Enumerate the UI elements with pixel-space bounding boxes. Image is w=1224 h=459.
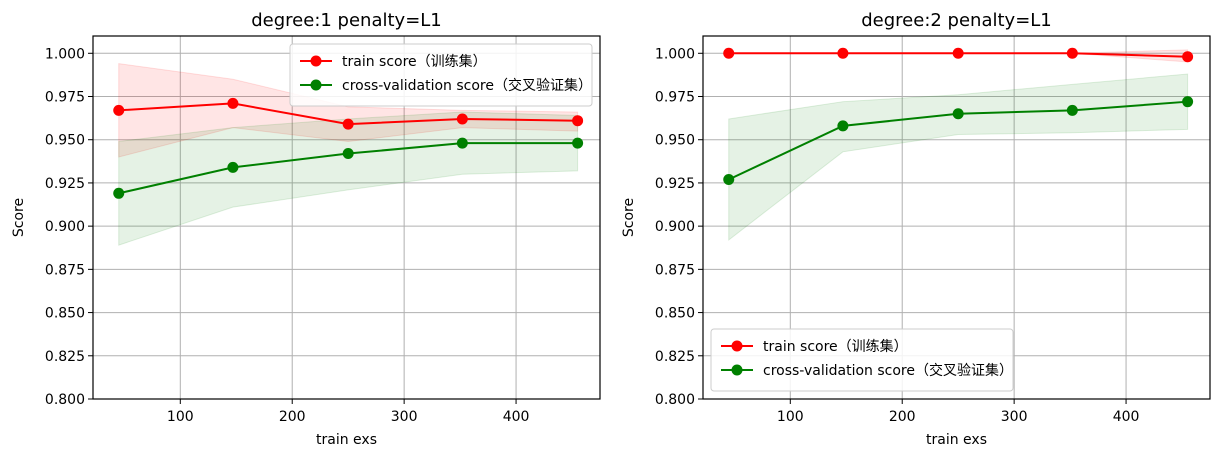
- x-tick-label: 200: [279, 409, 306, 425]
- chart-title: degree:1 penalty=L1: [251, 10, 442, 31]
- legend-label: cross-validation score（交叉验证集）: [763, 362, 1013, 379]
- chart-title: degree:2 penalty=L1: [861, 10, 1052, 31]
- y-tick-label: 0.975: [655, 90, 695, 106]
- y-tick-label: 0.925: [45, 176, 85, 192]
- y-tick-label: 0.875: [655, 262, 695, 278]
- confidence-band-cv: [728, 73, 1189, 241]
- y-tick-label: 0.900: [655, 219, 695, 235]
- data-point: [113, 104, 125, 116]
- data-point: [342, 148, 354, 160]
- chart-panel-2: 100 200 300 400 0.800 0.825 0.850 0.875 0.900 0.9…: [621, 10, 1211, 448]
- legend-box: [710, 328, 1014, 392]
- data-point: [572, 137, 584, 149]
- x-tick-label: 200: [889, 409, 916, 425]
- data-point: [1182, 96, 1194, 108]
- axes-frame: [92, 35, 601, 400]
- x-axis-label: train exs: [316, 432, 377, 448]
- data-point: [723, 47, 735, 59]
- data-point: [456, 137, 468, 149]
- y-tick-label: 0.850: [655, 306, 695, 322]
- y-tick-label: 0.950: [655, 133, 695, 149]
- chart-panel-1: 100 200 300 400 0.800 0.825 0.850 0.875 0.900 0.9…: [11, 10, 601, 448]
- data-point: [952, 108, 964, 120]
- data-point: [1066, 47, 1078, 59]
- y-tick-label: 0.825: [45, 349, 85, 365]
- y-tick-label: 0.800: [45, 392, 85, 408]
- y-tick-label: 0.875: [45, 262, 85, 278]
- y-axis-label: Score: [621, 198, 637, 237]
- data-point: [1066, 104, 1078, 116]
- y-tick-label: 0.850: [45, 306, 85, 322]
- y-tick-label: 0.925: [655, 176, 695, 192]
- data-point: [572, 115, 584, 127]
- legend-swatch-marker: [731, 340, 743, 352]
- legend-swatch-marker: [310, 79, 322, 91]
- data-point: [227, 97, 239, 109]
- legend-swatch-marker: [310, 55, 322, 67]
- x-tick-label: 400: [503, 409, 530, 425]
- y-tick-label: 0.825: [655, 349, 695, 365]
- legend-label: train score（训练集）: [763, 338, 908, 355]
- data-point: [723, 173, 735, 185]
- x-tick-label: 400: [1113, 409, 1140, 425]
- x-tick-label: 300: [1001, 409, 1028, 425]
- legend: train score（训练集） cross-validation score（交…: [710, 328, 1014, 392]
- y-tick-label: 0.800: [655, 392, 695, 408]
- y-tick-label: 1.000: [655, 46, 695, 62]
- legend-label: cross-validation score（交叉验证集）: [342, 77, 592, 94]
- x-tick-label: 100: [167, 409, 194, 425]
- x-tick-label: 100: [777, 409, 804, 425]
- x-tick-label: 300: [391, 409, 418, 425]
- y-axis-label: Score: [11, 198, 27, 237]
- data-point: [952, 47, 964, 59]
- y-tick-label: 0.975: [45, 90, 85, 106]
- legend-label: train score（训练集）: [342, 53, 487, 70]
- legend-box: [289, 43, 593, 107]
- data-point: [342, 118, 354, 130]
- data-point: [227, 161, 239, 173]
- x-axis-label: train exs: [926, 432, 987, 448]
- data-point: [837, 120, 849, 132]
- y-tick-label: 1.000: [45, 46, 85, 62]
- legend: train score（训练集） cross-validation score（交…: [289, 43, 593, 107]
- data-point: [1182, 51, 1194, 63]
- y-tick-label: 0.950: [45, 133, 85, 149]
- axes-frame: [702, 35, 1211, 400]
- data-point: [456, 113, 468, 125]
- y-tick-label: 0.900: [45, 219, 85, 235]
- legend-swatch-marker: [731, 364, 743, 376]
- data-point: [837, 47, 849, 59]
- data-point: [113, 187, 125, 199]
